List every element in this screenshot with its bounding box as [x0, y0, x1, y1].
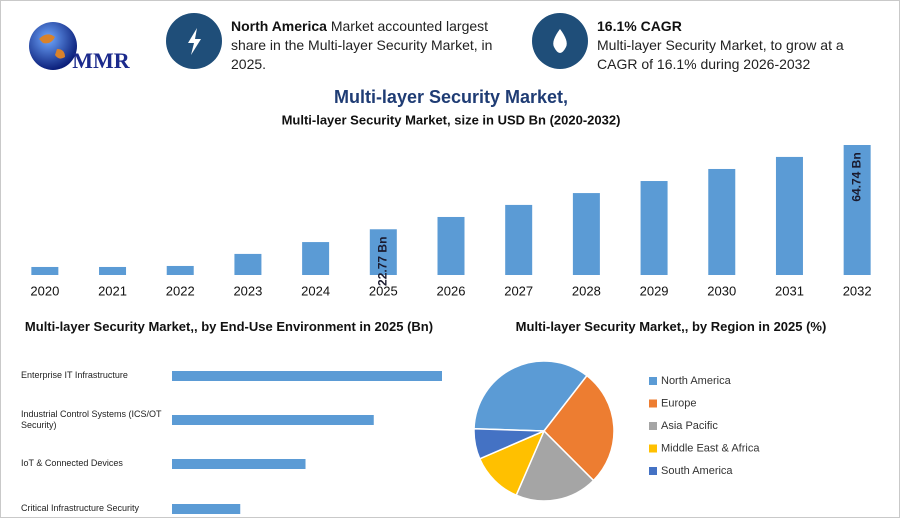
bar [172, 415, 374, 425]
logo-text: MMR [72, 48, 131, 73]
bar [172, 459, 306, 469]
category-label: Enterprise IT Infrastructure [21, 370, 128, 380]
x-tick-label: 2022 [166, 283, 195, 298]
pie-slice [543, 374, 615, 482]
fact-2: 16.1% CAGR Multi-layer Security Market, t… [597, 17, 887, 74]
legend-label: South America [661, 465, 733, 477]
fact-text: Market accounted largest share in the Mu… [231, 18, 493, 72]
x-tick-label: 2020 [30, 283, 59, 298]
pie-slice [515, 429, 595, 502]
category-label: Critical Infrastructure Security [21, 503, 140, 513]
icon-bolt [188, 28, 201, 55]
chart-title: Multi-layer Security Market, [334, 87, 568, 107]
bar [31, 266, 59, 275]
legend-swatch [649, 422, 657, 430]
bar [172, 371, 442, 381]
legend-swatch [649, 377, 657, 385]
bar [572, 193, 600, 275]
value-label: 22.77 Bn [375, 237, 389, 286]
category-label: IoT & Connected Devices [21, 458, 123, 468]
x-tick-label: 2028 [572, 283, 601, 298]
bar [99, 266, 127, 275]
icon-flame [553, 29, 567, 53]
legend-swatch [649, 399, 657, 408]
value-label: 64.74 Bn [849, 152, 863, 201]
bar [437, 216, 465, 275]
category-label: Industrial Control Systems (ICS/OT Secur… [21, 409, 162, 430]
bar [640, 181, 668, 275]
x-tick-label: 2031 [775, 283, 804, 298]
bar [775, 156, 803, 275]
bar [843, 145, 871, 275]
bar [369, 229, 397, 275]
x-tick-label: 2032 [843, 283, 872, 298]
x-tick-label: 2025 [369, 283, 398, 298]
logo-continents [39, 34, 65, 59]
x-tick-label: 2026 [437, 283, 466, 298]
x-tick-label: 2024 [301, 283, 330, 298]
legend-label: Europe [661, 397, 696, 409]
fact-text: Multi-layer Security Market, to grow at … [597, 37, 844, 72]
bar [234, 253, 262, 275]
hbar-title: Multi-layer Security Market,, by End-Use… [24, 319, 434, 334]
legend-label: North America [661, 375, 732, 387]
bar [708, 168, 736, 275]
x-tick-label: 2021 [98, 283, 127, 298]
x-tick-label: 2029 [640, 283, 669, 298]
bar [166, 265, 194, 275]
fact-1: North America Market accounted largest s… [231, 17, 501, 74]
pie-title: Multi-layer Security Market,, by Region … [515, 319, 827, 334]
x-tick-label: 2027 [504, 283, 533, 298]
legend-label: Middle East & Africa [661, 442, 760, 454]
x-tick-label: 2030 [707, 283, 736, 298]
legend-swatch [649, 444, 657, 453]
fact-bold: 16.1% CAGR [597, 18, 682, 34]
pie-slice [473, 360, 588, 432]
fact-bold: North America [231, 18, 327, 34]
pie-slice [473, 428, 545, 460]
logo-globe [29, 22, 77, 70]
legend-swatch [649, 467, 657, 475]
bar [505, 204, 533, 275]
bar [302, 242, 330, 275]
bar [172, 504, 241, 514]
legend-label: Asia Pacific [661, 420, 718, 432]
chart-subtitle: Multi-layer Security Market, size in USD… [282, 112, 621, 127]
x-tick-label: 2023 [233, 283, 262, 298]
